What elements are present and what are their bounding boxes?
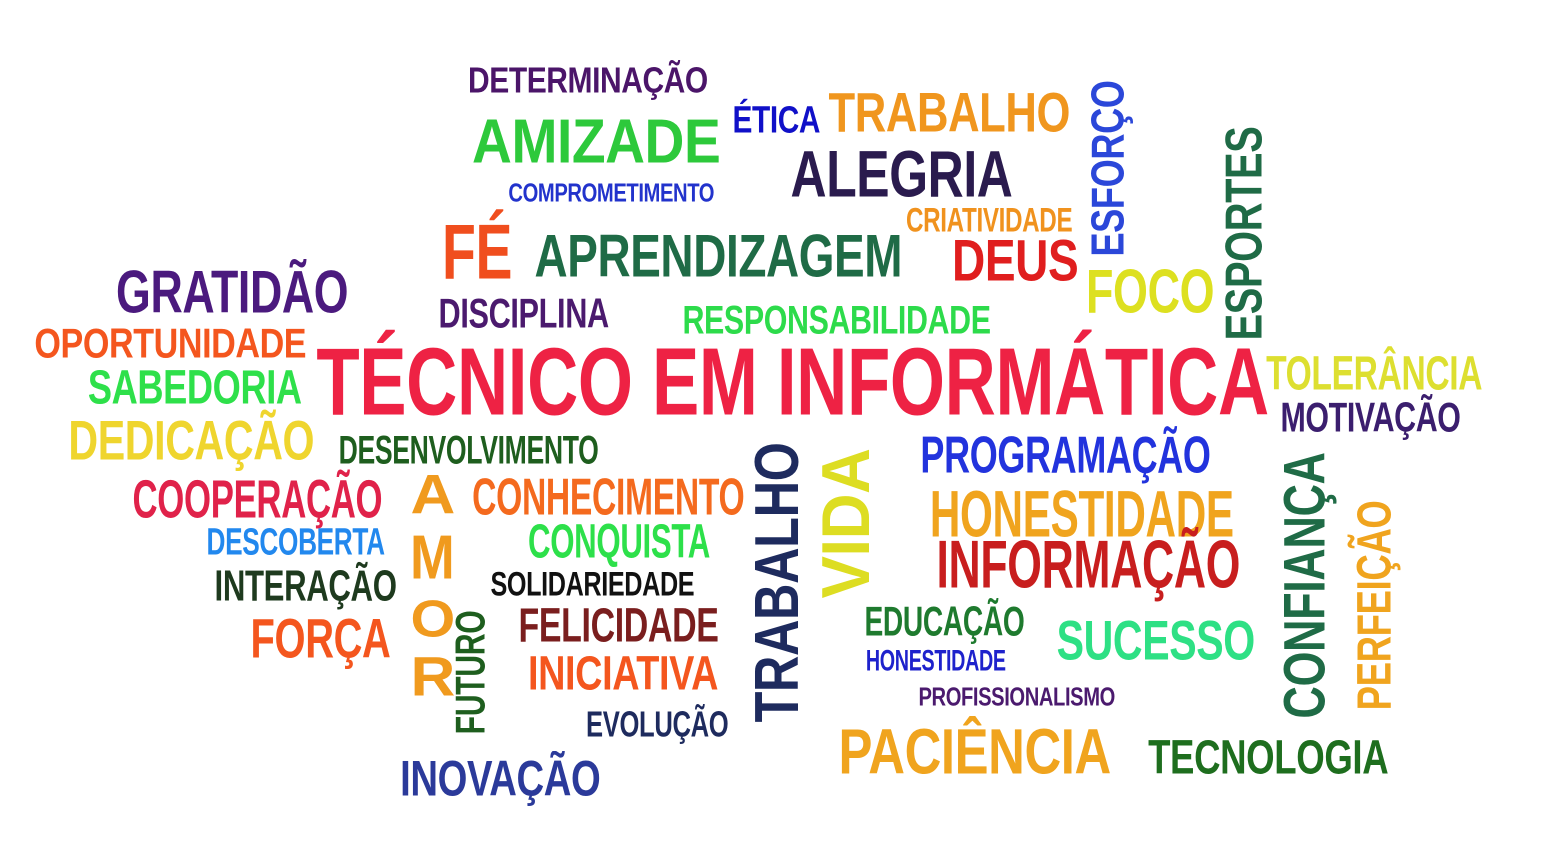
word-dedicacao-21: DEDICAÇÃO <box>67 407 314 472</box>
word-solidariedade-37: SOLIDARIEDADE <box>489 563 694 603</box>
word-oportunidade-16: OPORTUNIDADE <box>33 318 306 367</box>
word-cooperacao-27: COOPERAÇÃO <box>131 468 382 530</box>
word-amizade-4: AMIZADE <box>472 105 721 176</box>
word-a-26: A <box>409 461 455 526</box>
word-honestidade-29: HONESTIDADE <box>929 475 1234 551</box>
word-m-34: M <box>410 521 455 592</box>
word-tecnologia-50: TECNOLOGIA <box>1148 728 1389 784</box>
word-sucesso-42: SUCESSO <box>1056 607 1255 672</box>
word-etica-1: ÉTICA <box>731 97 820 141</box>
word-trabalho-24: TRABALHO <box>742 441 812 723</box>
word-gratidao-12: GRATIDÃO <box>116 257 349 326</box>
word-foco-13: FOCO <box>1085 255 1215 326</box>
word-felicidade-40: FELICIDADE <box>518 596 718 652</box>
word-inovacao-51: INOVAÇÃO <box>400 750 601 807</box>
word-vida-25: VIDA <box>807 447 885 599</box>
word-alegria-5: ALEGRIA <box>790 135 1012 211</box>
word-informacao-35: INFORMAÇÃO <box>935 525 1240 603</box>
word-sabedoria-19: SABEDORIA <box>87 358 302 414</box>
word-confianca-30: CONFIANÇA <box>1272 451 1338 719</box>
word-educacao-41: EDUCAÇÃO <box>863 596 1024 645</box>
word-profissionalismo-47: PROFISSIONALISMO <box>917 681 1115 712</box>
word-conquista-32: CONQUISTA <box>528 512 710 568</box>
word-interacao-36: INTERAÇÃO <box>214 560 397 611</box>
word-perfeicao-33: PERFEIÇÃO <box>1346 500 1401 710</box>
word-desenvolvimento-22: DESENVOLVIMENTO <box>338 427 599 473</box>
word-programacao-23: PROGRAMAÇÃO <box>919 424 1211 484</box>
word-disciplina-14: DISCIPLINA <box>438 288 609 337</box>
word-esportes-7: ESPORTES <box>1214 126 1273 340</box>
word-criatividade-8: CRIATIVIDADE <box>905 199 1073 239</box>
word-aprendizagem-10: APRENDIZAGEM <box>533 221 902 290</box>
word-comprometimento-6: COMPROMETIMENTO <box>507 177 714 208</box>
word-fe-9: FÉ <box>442 208 513 297</box>
word-conhecimento-28: CONHECIMENTO <box>472 466 745 526</box>
word-tolerancia-18: TOLERÂNCIA <box>1266 344 1483 400</box>
word-trabalho-2: TRABALHO <box>828 79 1070 144</box>
word-futuro-39: FUTURO <box>446 610 494 734</box>
word-descoberta-31: DESCOBERTA <box>206 519 385 563</box>
word-esforco-3: ESFORÇO <box>1080 79 1134 257</box>
word-tecnico-em-informatica-17: TÉCNICO EM INFORMÁTICA <box>315 327 1269 436</box>
word-determinacao-0: DETERMINAÇÃO <box>468 59 708 101</box>
word-responsabilidade-15: RESPONSABILIDADE <box>681 297 991 343</box>
word-r-44: R <box>409 643 455 708</box>
word-o-38: O <box>409 588 455 648</box>
word-motivacao-20: MOTIVAÇÃO <box>1279 392 1461 441</box>
word-honestidade-45: HONESTIDADE <box>865 643 1006 678</box>
word-forca-43: FORÇA <box>250 605 391 670</box>
word-evolucao-48: EVOLUÇÃO <box>586 703 729 745</box>
word-deus-11: DEUS <box>952 227 1079 294</box>
word-iniciativa-46: INICIATIVA <box>528 644 719 700</box>
word-paciencia-49: PACIÊNCIA <box>838 715 1111 788</box>
